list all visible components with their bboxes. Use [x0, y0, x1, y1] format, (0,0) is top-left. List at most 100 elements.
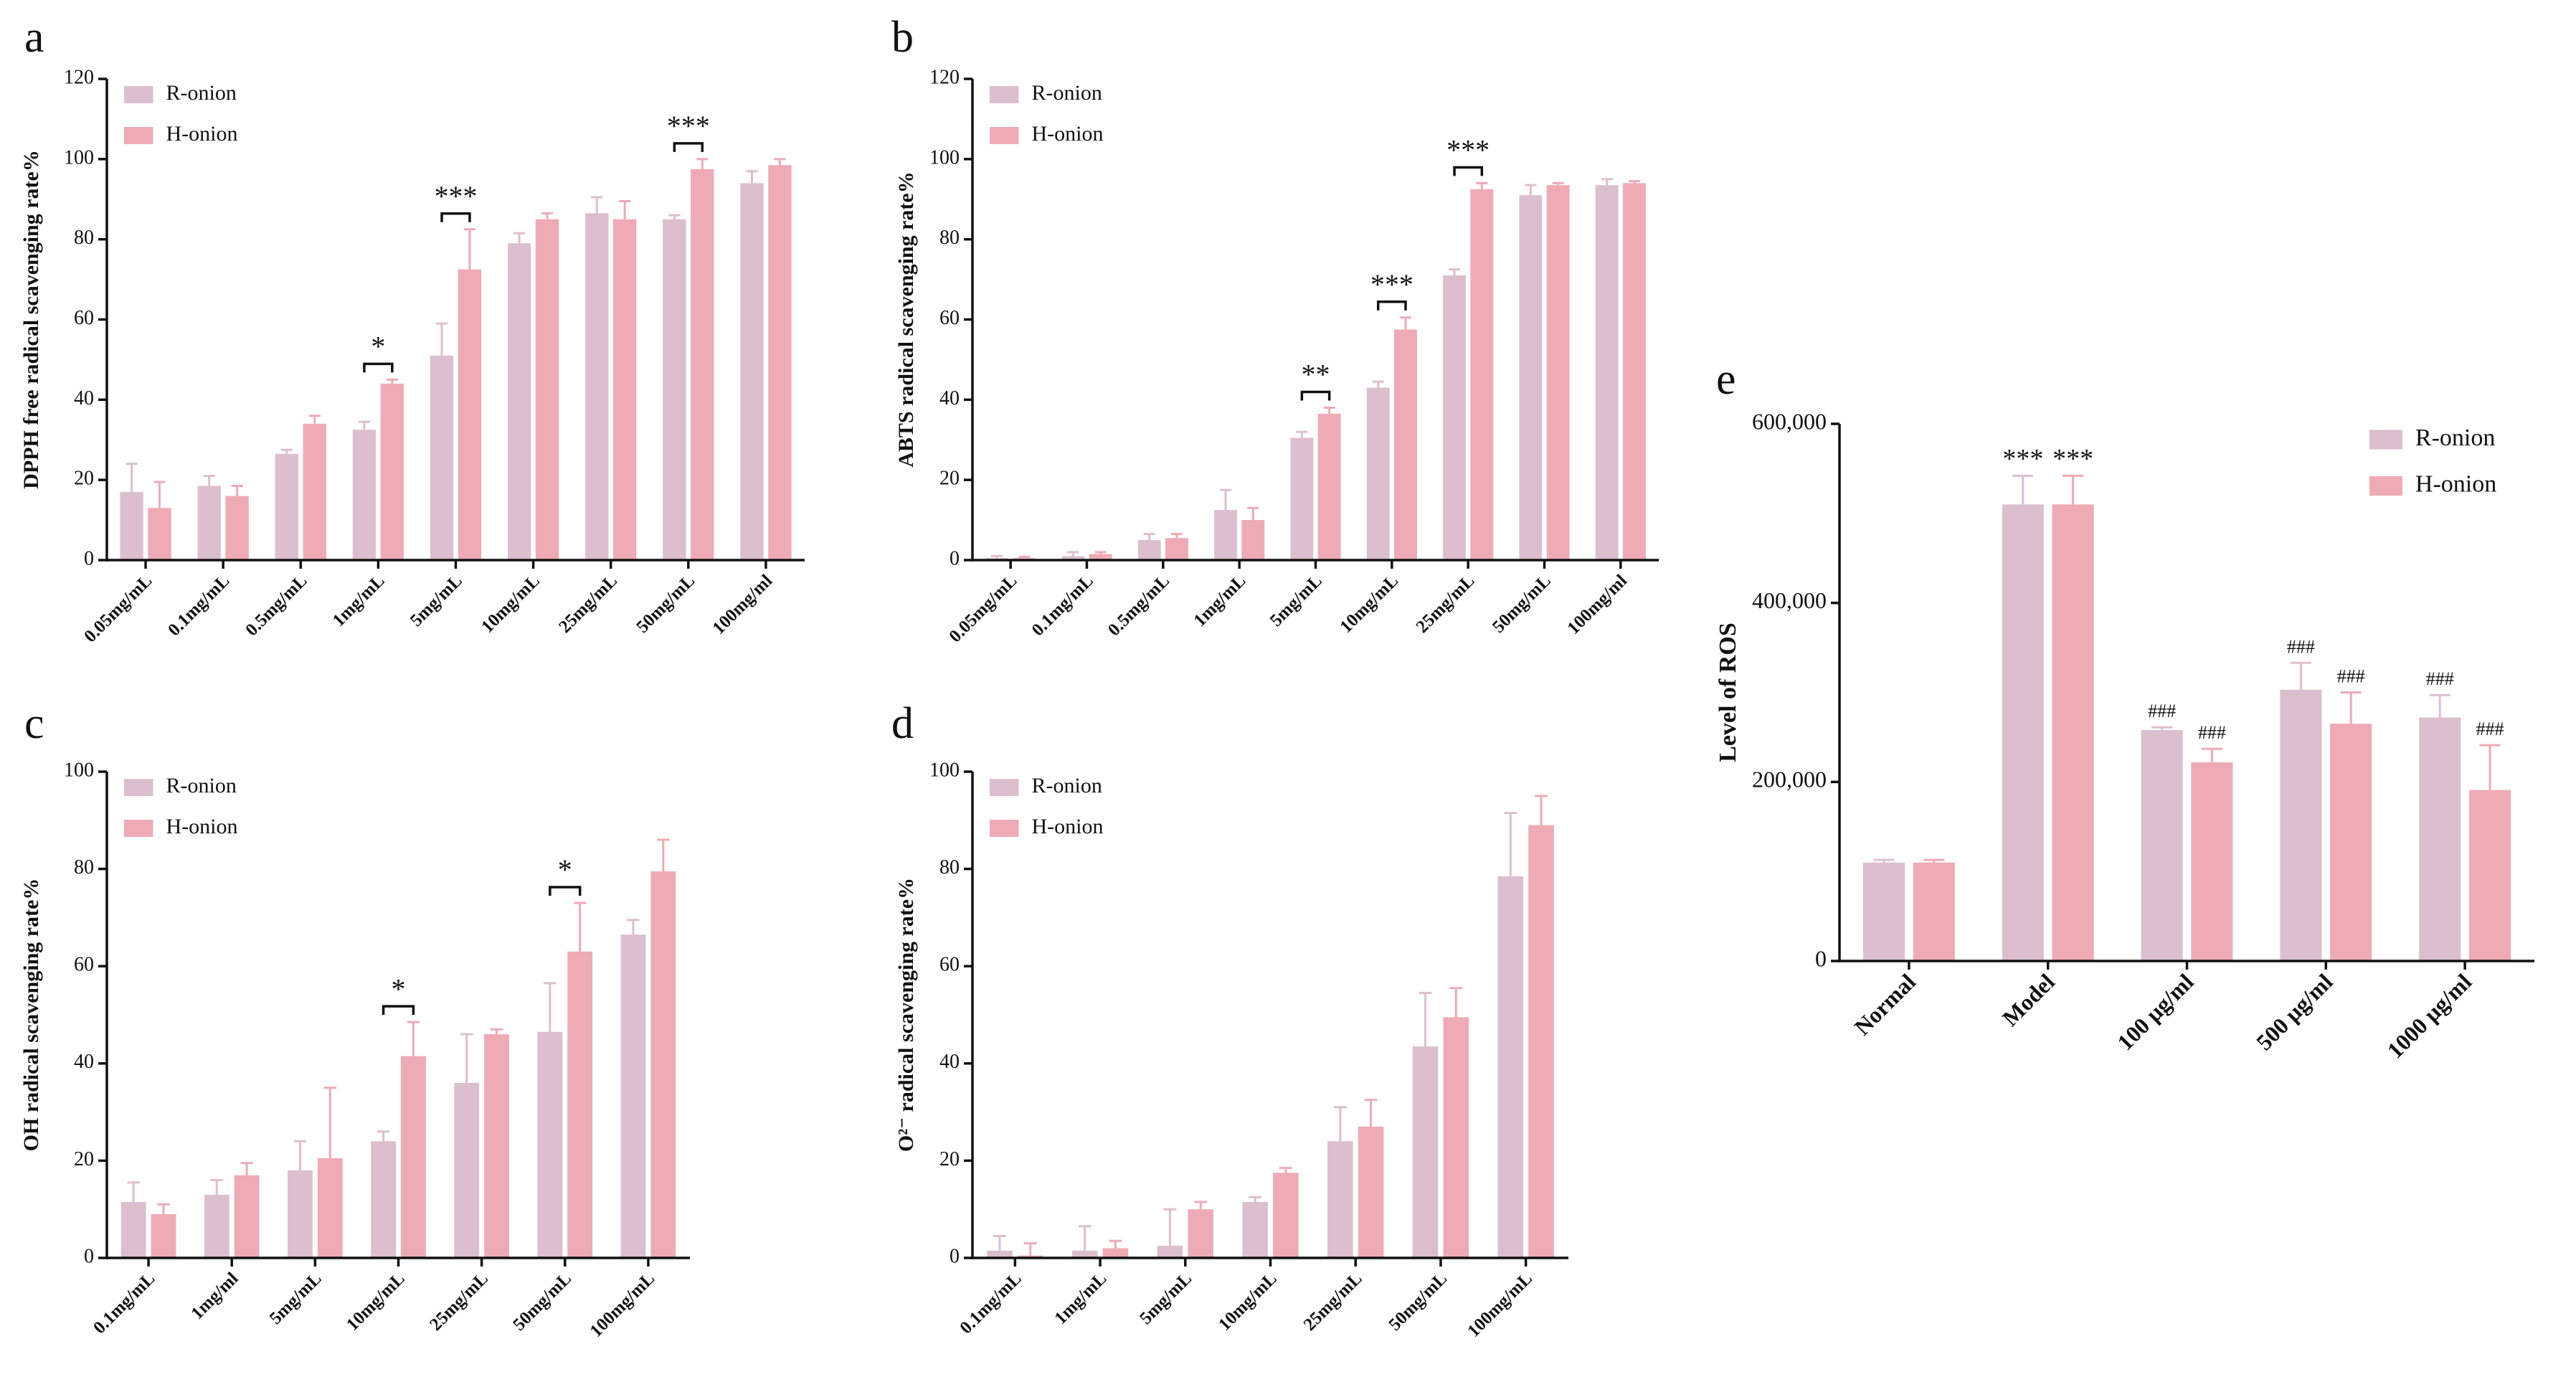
y-tick-label: 80	[939, 856, 960, 879]
bar	[352, 430, 377, 560]
x-tick-label: Normal	[1849, 969, 1921, 1041]
bar	[1071, 1250, 1098, 1258]
y-tick-label: 200,000	[1752, 767, 1827, 792]
x-tick-label: 5mg/mL	[266, 1269, 326, 1328]
bar	[1546, 185, 1570, 560]
y-tick-label: 80	[74, 856, 94, 879]
y-tick-label: 20	[74, 1148, 94, 1170]
x-tick-label: 5mg/mL	[407, 571, 466, 630]
bar	[288, 1170, 313, 1258]
x-tick-label: 0.1mg/mL	[1028, 571, 1097, 640]
x-tick-label: 100mg/ml	[1563, 571, 1631, 638]
y-tick-label: 40	[74, 387, 94, 410]
significance-label: ***	[667, 110, 710, 142]
significance-label: ###	[2198, 722, 2226, 743]
legend-label: H-onion	[166, 815, 238, 838]
y-tick-label: 0	[950, 1245, 960, 1267]
x-tick-label: 0.05mg/mL	[945, 571, 1021, 646]
y-tick-label: 100	[64, 146, 94, 169]
bar	[1273, 1173, 1299, 1258]
x-tick-label: 1000 μg/ml	[2382, 969, 2476, 1064]
significance-label: ***	[2052, 444, 2093, 474]
bar	[612, 219, 637, 560]
bar	[537, 1031, 563, 1258]
y-tick-label: 100	[929, 759, 960, 781]
x-tick-label: 10mg/mL	[343, 1269, 409, 1335]
x-tick-label: 100mg/mL	[587, 1269, 659, 1341]
bar	[2052, 504, 2094, 961]
x-tick-label: 10mg/mL	[1215, 1269, 1281, 1335]
y-tick-label: 60	[939, 307, 960, 329]
panel-label: a	[24, 13, 44, 62]
bar	[234, 1175, 260, 1258]
significance-label: ###	[2148, 701, 2176, 721]
x-tick-label: 50mg/mL	[1385, 1269, 1451, 1335]
bar	[1394, 329, 1417, 560]
y-tick-label: 100	[929, 146, 960, 169]
x-tick-label: 1mg/ml	[187, 1269, 242, 1323]
bar	[1595, 185, 1619, 560]
significance-label: ***	[2002, 444, 2043, 474]
bar	[1157, 1246, 1183, 1258]
x-tick-label: 25mg/mL	[426, 1269, 492, 1335]
x-tick-label: 50mg/mL	[1489, 571, 1555, 637]
significance-label: ***	[1370, 268, 1414, 300]
legend-label: R-onion	[166, 81, 237, 105]
legend-label: H-onion	[1032, 815, 1104, 838]
significance-label: *	[371, 331, 385, 363]
bar	[197, 486, 221, 560]
y-tick-label: 80	[74, 227, 94, 249]
bar	[1443, 275, 1466, 560]
significance-label: ###	[2476, 719, 2504, 739]
y-tick-label: 0	[84, 547, 94, 569]
bar	[430, 355, 454, 560]
x-tick-label: 25mg/mL	[1413, 571, 1479, 637]
legend-swatch	[124, 86, 153, 103]
bar	[2330, 724, 2372, 961]
x-tick-label: 25mg/mL	[1300, 1269, 1366, 1335]
y-tick-label: 60	[74, 954, 94, 976]
legend-label: H-onion	[1032, 122, 1104, 146]
panel-label: d	[891, 699, 914, 748]
y-tick-label: 40	[939, 387, 960, 410]
x-tick-label: 25mg/mL	[555, 571, 621, 637]
legend-swatch	[124, 127, 153, 144]
x-tick-label: 10mg/mL	[478, 571, 544, 637]
bar	[371, 1141, 397, 1258]
panel-label: b	[891, 13, 914, 62]
bar	[2002, 504, 2044, 961]
y-tick-label: 40	[939, 1051, 960, 1073]
legend-swatch	[124, 820, 153, 837]
bar	[2141, 729, 2183, 961]
legend-label: R-onion	[2415, 425, 2495, 451]
bar	[768, 165, 792, 561]
bar	[1188, 1209, 1213, 1258]
significance-label: ***	[1446, 134, 1490, 166]
bar	[507, 243, 531, 560]
x-tick-label: 10mg/mL	[1336, 571, 1402, 637]
panel-label: c	[24, 699, 44, 748]
x-tick-label: 0.05mg/mL	[80, 571, 156, 646]
x-tick-label: 50mg/mL	[509, 1269, 575, 1335]
bar	[484, 1034, 509, 1258]
bar	[1165, 538, 1188, 560]
bar	[1443, 1017, 1469, 1258]
legend-swatch	[2369, 430, 2402, 450]
significance-label: ###	[2426, 668, 2454, 689]
bar	[1137, 540, 1161, 560]
bar	[1061, 556, 1085, 560]
y-axis-label: DPPH free radical scavenging rate%	[19, 150, 43, 489]
bar	[1412, 1046, 1439, 1258]
bar	[1913, 862, 1955, 961]
legend-label: H-onion	[2415, 470, 2496, 497]
bar	[120, 491, 143, 560]
legend-swatch	[990, 86, 1019, 103]
bar	[567, 951, 593, 1258]
bar	[204, 1194, 229, 1258]
bar	[740, 183, 764, 561]
bar	[458, 269, 482, 560]
bar	[151, 1213, 176, 1258]
x-tick-label: 5mg/mL	[1266, 571, 1326, 630]
significance-label: *	[558, 853, 572, 886]
y-tick-label: 80	[939, 227, 960, 249]
